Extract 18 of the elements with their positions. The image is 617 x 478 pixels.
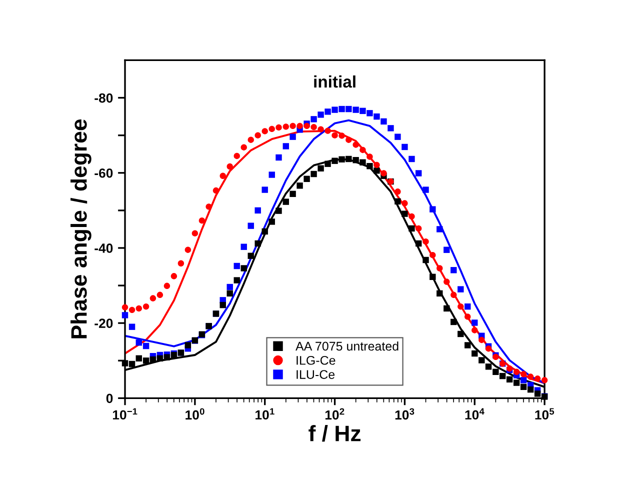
x-tick-label: 10$^{3}$	[395, 408, 414, 420]
y-tick-label: -60	[94, 168, 113, 178]
x-tick-label: 10$^{5}$	[535, 408, 554, 420]
legend-label: ILU-Ce	[296, 370, 335, 379]
x-tick-label: 10$^{4}$	[465, 408, 484, 420]
x-tick-label: 10$^{−1}$	[112, 408, 138, 420]
y-tick-label: -40	[94, 244, 113, 253]
x-tick-label: 10$^{1}$	[256, 408, 274, 420]
y-axis-title: Phase angle / degree	[70, 119, 92, 338]
legend-label: ILG-Ce	[296, 356, 336, 365]
x-tick-label: 10$^{2}$	[325, 408, 344, 420]
y-tick-label: 0	[106, 394, 113, 404]
y-tick-label: -20	[94, 318, 113, 328]
x-tick-label: 10$^{0}$	[186, 408, 204, 420]
y-tick-label: -80	[94, 93, 113, 103]
text: initial	[314, 75, 356, 88]
legend-label: AA 7075 untreated	[296, 341, 398, 351]
x-axis-title: f / Hz	[308, 425, 361, 442]
